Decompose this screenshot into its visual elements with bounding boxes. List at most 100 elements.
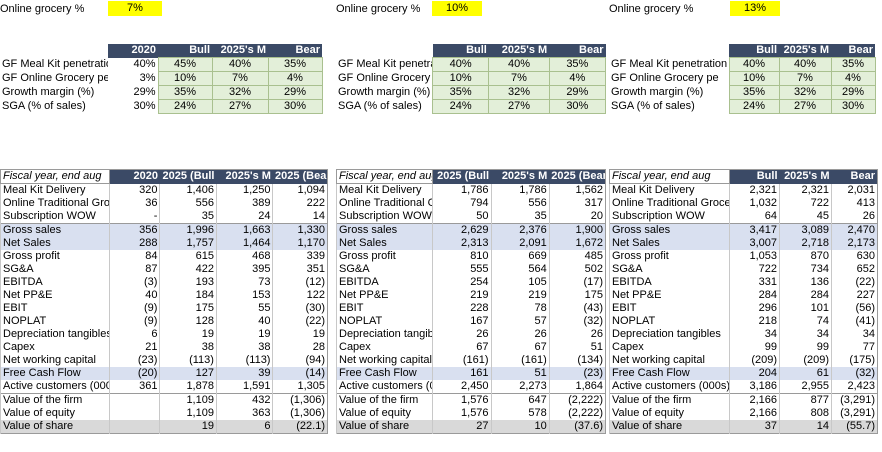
value-cell[interactable]: (30) bbox=[272, 302, 328, 315]
value-cell[interactable]: 502 bbox=[548, 263, 606, 276]
value-cell[interactable]: (12) bbox=[272, 276, 328, 289]
value-cell[interactable]: 51 bbox=[548, 341, 606, 354]
value-cell[interactable]: 317 bbox=[548, 197, 606, 210]
value-cell[interactable]: 2,470 bbox=[831, 223, 878, 237]
value-cell[interactable]: 794 bbox=[432, 197, 492, 210]
value-cell[interactable]: (22.1) bbox=[272, 420, 328, 434]
value-cell[interactable]: (41) bbox=[831, 315, 878, 328]
value-cell[interactable]: (55.7) bbox=[831, 420, 878, 434]
value-cell[interactable]: 2,629 bbox=[432, 223, 492, 237]
value-cell[interactable]: 564 bbox=[490, 263, 550, 276]
value-cell[interactable]: 128 bbox=[159, 315, 217, 328]
value-cell[interactable]: 630 bbox=[831, 250, 878, 263]
value-cell[interactable]: 1,305 bbox=[272, 380, 328, 394]
value-cell[interactable]: 20 bbox=[548, 210, 606, 224]
value-cell[interactable]: 19 bbox=[159, 328, 217, 341]
value-cell[interactable]: 6 bbox=[215, 420, 273, 434]
value-cell[interactable]: 254 bbox=[432, 276, 492, 289]
value-cell[interactable]: 57 bbox=[490, 315, 550, 328]
value-cell[interactable]: (2,222) bbox=[548, 393, 606, 407]
base-cell[interactable]: 40% bbox=[133, 58, 156, 70]
value-cell[interactable]: 34 bbox=[779, 328, 832, 341]
value-cell[interactable]: 722 bbox=[779, 197, 832, 210]
value-cell[interactable]: 422 bbox=[159, 263, 217, 276]
cell-2020[interactable]: 36 bbox=[108, 197, 160, 210]
value-cell[interactable]: 127 bbox=[159, 367, 217, 380]
scenario-cell[interactable]: 27% bbox=[211, 99, 269, 114]
value-cell[interactable]: 38 bbox=[159, 341, 217, 354]
value-cell[interactable]: 485 bbox=[548, 250, 606, 263]
value-cell[interactable]: 175 bbox=[159, 302, 217, 315]
value-cell[interactable]: 219 bbox=[432, 289, 492, 302]
value-cell[interactable]: 37 bbox=[729, 420, 780, 434]
cell-2020[interactable] bbox=[108, 420, 160, 434]
value-cell[interactable]: 1,464 bbox=[215, 237, 273, 250]
value-cell[interactable]: 2,376 bbox=[490, 223, 550, 237]
cell-2020[interactable]: 87 bbox=[108, 263, 160, 276]
value-cell[interactable]: 1,109 bbox=[159, 407, 217, 420]
value-cell[interactable]: 26 bbox=[548, 328, 606, 341]
value-cell[interactable]: (56) bbox=[831, 302, 878, 315]
value-cell[interactable]: 26 bbox=[490, 328, 550, 341]
value-cell[interactable]: 38 bbox=[215, 341, 273, 354]
online-grocery-input[interactable]: 10% bbox=[432, 1, 482, 16]
value-cell[interactable]: 810 bbox=[432, 250, 492, 263]
value-cell[interactable]: 228 bbox=[432, 302, 492, 315]
value-cell[interactable]: 14 bbox=[779, 420, 832, 434]
cell-2020[interactable]: 84 bbox=[108, 250, 160, 263]
value-cell[interactable]: 67 bbox=[490, 341, 550, 354]
value-cell[interactable]: 615 bbox=[159, 250, 217, 263]
scenario-cell[interactable]: 40% bbox=[432, 57, 490, 72]
scenario-cell[interactable]: 32% bbox=[211, 85, 269, 100]
value-cell[interactable]: (37.6) bbox=[548, 420, 606, 434]
value-cell[interactable]: 2,166 bbox=[729, 407, 780, 420]
value-cell[interactable]: 1,864 bbox=[548, 380, 606, 394]
value-cell[interactable]: 1,053 bbox=[729, 250, 780, 263]
value-cell[interactable]: 122 bbox=[272, 289, 328, 302]
value-cell[interactable]: 101 bbox=[779, 302, 832, 315]
value-cell[interactable]: 19 bbox=[159, 420, 217, 434]
scenario-cell[interactable]: 30% bbox=[830, 99, 876, 114]
value-cell[interactable]: 99 bbox=[729, 341, 780, 354]
value-cell[interactable]: 2,273 bbox=[490, 380, 550, 394]
base-cell[interactable]: 30% bbox=[133, 100, 156, 112]
value-cell[interactable]: (3,291) bbox=[831, 407, 878, 420]
value-cell[interactable]: (3,291) bbox=[831, 393, 878, 407]
value-cell[interactable]: 339 bbox=[272, 250, 328, 263]
value-cell[interactable]: 2,031 bbox=[831, 183, 878, 197]
value-cell[interactable]: 1,576 bbox=[432, 393, 492, 407]
value-cell[interactable]: 2,091 bbox=[490, 237, 550, 250]
value-cell[interactable]: (23) bbox=[548, 367, 606, 380]
value-cell[interactable]: 2,423 bbox=[831, 380, 878, 394]
scenario-cell[interactable]: 30% bbox=[267, 99, 323, 114]
value-cell[interactable]: 1,996 bbox=[159, 223, 217, 237]
value-cell[interactable]: (22) bbox=[831, 276, 878, 289]
value-cell[interactable]: 161 bbox=[432, 367, 492, 380]
scenario-cell[interactable]: 35% bbox=[728, 85, 780, 100]
scenario-cell[interactable]: 4% bbox=[830, 71, 876, 86]
value-cell[interactable]: (94) bbox=[272, 354, 328, 367]
value-cell[interactable]: 389 bbox=[215, 197, 273, 210]
value-cell[interactable]: 28 bbox=[272, 341, 328, 354]
cell-2020[interactable]: (9) bbox=[108, 315, 160, 328]
value-cell[interactable]: 296 bbox=[729, 302, 780, 315]
value-cell[interactable]: 222 bbox=[272, 197, 328, 210]
value-cell[interactable]: 1,170 bbox=[272, 237, 328, 250]
value-cell[interactable]: 1,663 bbox=[215, 223, 273, 237]
value-cell[interactable]: (22) bbox=[272, 315, 328, 328]
cell-2020[interactable]: - bbox=[108, 210, 160, 224]
cell-2020[interactable]: 21 bbox=[108, 341, 160, 354]
scenario-cell[interactable]: 45% bbox=[157, 57, 213, 72]
value-cell[interactable]: 331 bbox=[729, 276, 780, 289]
value-cell[interactable]: 14 bbox=[272, 210, 328, 224]
base-cell[interactable]: 29% bbox=[133, 86, 156, 98]
base-cell[interactable]: 3% bbox=[139, 72, 156, 84]
scenario-cell[interactable]: 24% bbox=[728, 99, 780, 114]
value-cell[interactable]: 1,576 bbox=[432, 407, 492, 420]
value-cell[interactable]: 432 bbox=[215, 393, 273, 407]
cell-2020[interactable]: (23) bbox=[108, 354, 160, 367]
value-cell[interactable]: (113) bbox=[215, 354, 273, 367]
scenario-cell[interactable]: 35% bbox=[830, 57, 876, 72]
value-cell[interactable]: 51 bbox=[490, 367, 550, 380]
value-cell[interactable]: 413 bbox=[831, 197, 878, 210]
